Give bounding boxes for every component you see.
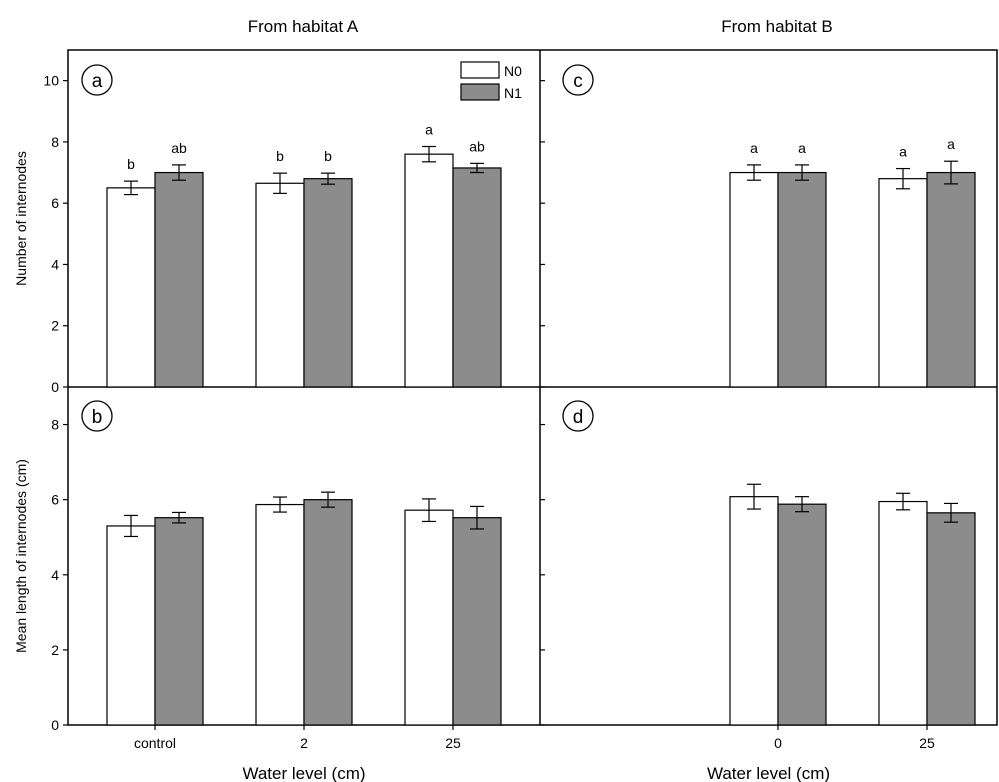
bar-n1 <box>452 167 502 388</box>
panel-letter-circle <box>81 400 113 432</box>
y-tick-label: 8 <box>51 417 59 433</box>
y-tick-label: 0 <box>51 379 59 395</box>
y-axis-label: Number of internodes <box>13 151 29 286</box>
y-tick-label: 8 <box>51 134 59 150</box>
y-tick-label: 6 <box>51 492 59 508</box>
y-tick-label: 2 <box>51 318 59 334</box>
significance-label: ab <box>469 138 485 154</box>
significance-label: b <box>276 148 284 164</box>
column-title-habitat-b: From habitat B <box>721 17 833 36</box>
x-axis-title: Water level (cm) <box>242 764 365 782</box>
legend-swatch-n0 <box>460 61 500 79</box>
bar-n1 <box>154 171 204 388</box>
bar-n0 <box>404 509 454 726</box>
legend-swatch-n1 <box>460 83 500 101</box>
panel-letter: d <box>573 407 584 428</box>
y-tick-label: 4 <box>51 256 59 272</box>
legend-label-n1: N1 <box>504 85 522 101</box>
column-title-habitat-a: From habitat A <box>248 17 359 36</box>
x-axis-title: Water level (cm) <box>707 764 830 782</box>
bar-n1 <box>777 503 827 726</box>
bar-n0 <box>255 503 305 726</box>
bar-n0 <box>255 182 305 388</box>
bar-n0 <box>404 153 454 388</box>
bar-n1 <box>303 499 353 726</box>
x-tick-label: 0 <box>774 735 782 751</box>
bar-n1 <box>926 171 976 388</box>
panel-letter-circle <box>562 64 594 96</box>
legend-label-n0: N0 <box>504 63 522 79</box>
y-tick-label: 2 <box>51 642 59 658</box>
significance-label: a <box>899 144 907 160</box>
panel-letter-circle <box>562 400 594 432</box>
bar-n1 <box>303 178 353 388</box>
bar-n0 <box>106 187 156 388</box>
bar-n1 <box>777 171 827 388</box>
panel-b: 0 2 4 6 8 Mean length of internodes (cm) b cont… <box>13 400 502 782</box>
significance-label: a <box>947 136 955 152</box>
significance-label: b <box>127 156 135 172</box>
x-tick-label: 25 <box>919 735 935 751</box>
x-tick-label: 25 <box>445 735 461 751</box>
x-tick-label: control <box>134 735 176 751</box>
y-tick-label: 6 <box>51 195 59 211</box>
bar-n1 <box>452 517 502 726</box>
significance-label: a <box>798 140 806 156</box>
panel-letter-circle <box>81 64 113 96</box>
bar-n0 <box>729 496 779 726</box>
significance-label: b <box>324 148 332 164</box>
significance-label: ab <box>171 140 187 156</box>
x-tick-label: 2 <box>300 735 308 751</box>
y-tick-label: 0 <box>51 717 59 733</box>
bar-n1 <box>154 517 204 726</box>
bar-n0 <box>106 525 156 726</box>
panel-c: c a a a a <box>540 64 976 388</box>
panel-d: d 0 25 Water level (cm) <box>540 400 976 782</box>
bar-n0 <box>878 500 928 726</box>
bar-n0 <box>729 171 779 388</box>
panel-letter: a <box>92 71 103 92</box>
bar-n0 <box>878 178 928 388</box>
y-tick-label: 10 <box>43 73 59 89</box>
y-tick-label: 4 <box>51 567 59 583</box>
significance-label: a <box>425 122 433 138</box>
panel-letter: b <box>92 407 103 428</box>
y-axis-label: Mean length of internodes (cm) <box>13 459 29 653</box>
panel-letter: c <box>573 71 583 92</box>
significance-label: a <box>750 140 758 156</box>
bar-n1 <box>926 512 976 726</box>
